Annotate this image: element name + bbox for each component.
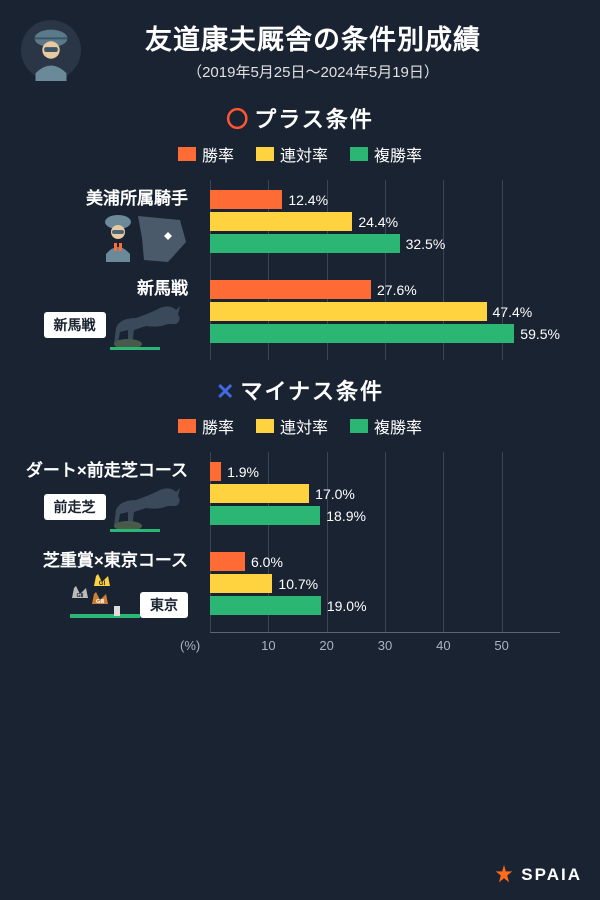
page-title: 友道康夫厩舎の条件別成績 <box>96 18 530 57</box>
axis-tick: 40 <box>436 638 450 653</box>
bar-value-label: 24.4% <box>358 214 398 230</box>
chart-plus: 美浦所属騎手 12.4% 24.4% 32.5% 新馬戦新馬戦 27.6% 47.4% 5… <box>0 180 600 360</box>
bar-value-label: 18.9% <box>326 508 366 524</box>
legend-swatch-2 <box>256 147 274 161</box>
brand-icon <box>493 864 515 886</box>
group-icon <box>0 210 200 273</box>
chart-minus: ダート×前走芝コース前走芝 1.9% 17.0% 18.9% 芝重賞×東京コース GⅠ… <box>0 452 600 632</box>
group-icon: GⅠ GⅡ GⅢ 東京 <box>0 572 200 618</box>
group-label: ダート×前走芝コース <box>0 456 200 481</box>
x-axis: (%)1020304050 <box>210 632 560 658</box>
bar <box>210 324 514 343</box>
bar <box>210 190 282 209</box>
bar-value-label: 19.0% <box>327 598 367 614</box>
bar-value-label: 32.5% <box>406 236 446 252</box>
bar-value-label: 17.0% <box>315 486 355 502</box>
bar-row: 47.4% <box>210 302 560 321</box>
bar <box>210 596 321 615</box>
bar-value-label: 6.0% <box>251 554 283 570</box>
brand-watermark: SPAIA <box>493 864 582 886</box>
bar-row: 17.0% <box>210 484 560 503</box>
bar <box>210 234 400 253</box>
bar-row: 12.4% <box>210 190 560 209</box>
svg-text:GⅢ: GⅢ <box>96 598 104 605</box>
bar-value-label: 27.6% <box>377 282 417 298</box>
bar-row: 10.7% <box>210 574 560 593</box>
header: 友道康夫厩舎の条件別成績 （2019年5月25日〜2024年5月19日） <box>0 0 600 88</box>
bar-row: 59.5% <box>210 324 560 343</box>
legend-swatch-1 <box>178 147 196 161</box>
axis-tick: 30 <box>378 638 392 653</box>
bar-row: 18.9% <box>210 506 560 525</box>
bar <box>210 506 320 525</box>
group-label: 芝重賞×東京コース <box>0 546 200 571</box>
bar <box>210 462 221 481</box>
bar <box>210 302 487 321</box>
bar-row: 32.5% <box>210 234 560 253</box>
chart-group: ダート×前走芝コース前走芝 1.9%17.0%18.9% <box>210 452 560 542</box>
legend-minus: 勝率 連対率 複勝率 <box>0 414 600 438</box>
bar <box>210 552 245 571</box>
bar <box>210 280 371 299</box>
bar <box>210 484 309 503</box>
date-range: （2019年5月25日〜2024年5月19日） <box>96 61 530 82</box>
axis-unit: (%) <box>180 638 200 653</box>
bar-value-label: 12.4% <box>288 192 328 208</box>
bar-row: 6.0% <box>210 552 560 571</box>
group-label: 新馬戦 <box>0 274 200 299</box>
legend-swatch-1 <box>178 419 196 433</box>
chart-group: 美浦所属騎手 12.4%24.4%32.5% <box>210 180 560 270</box>
jockey-icon <box>20 19 82 81</box>
bar-value-label: 10.7% <box>278 576 318 592</box>
group-icon: 新馬戦 <box>0 300 200 350</box>
legend-swatch-3 <box>350 147 368 161</box>
bar-value-label: 59.5% <box>520 326 560 342</box>
bar-row: 27.6% <box>210 280 560 299</box>
circle-marker-icon: 〇 <box>226 107 250 132</box>
bar-row: 19.0% <box>210 596 560 615</box>
section-minus-title: ✕マイナス条件 <box>0 374 600 406</box>
axis-tick: 10 <box>261 638 275 653</box>
bar-value-label: 47.4% <box>493 304 533 320</box>
axis-tick: 50 <box>494 638 508 653</box>
axis-tick: 20 <box>319 638 333 653</box>
svg-text:GⅠ: GⅠ <box>99 580 106 587</box>
bar-row: 1.9% <box>210 462 560 481</box>
chart-group: 新馬戦新馬戦 27.6%47.4%59.5% <box>210 270 560 360</box>
section-plus-title: 〇プラス条件 <box>0 102 600 134</box>
group-label: 美浦所属騎手 <box>0 184 200 209</box>
bar <box>210 212 352 231</box>
svg-text:GⅡ: GⅡ <box>77 592 84 599</box>
chart-group: 芝重賞×東京コース GⅠ GⅡ GⅢ 東京6.0%10.7%19.0% <box>210 542 560 632</box>
bar-row: 24.4% <box>210 212 560 231</box>
x-marker-icon: ✕ <box>216 379 236 404</box>
bar-value-label: 1.9% <box>227 464 259 480</box>
legend-swatch-2 <box>256 419 274 433</box>
legend-swatch-3 <box>350 419 368 433</box>
bar <box>210 574 272 593</box>
legend-plus: 勝率 連対率 複勝率 <box>0 142 600 166</box>
group-icon: 前走芝 <box>0 482 200 532</box>
